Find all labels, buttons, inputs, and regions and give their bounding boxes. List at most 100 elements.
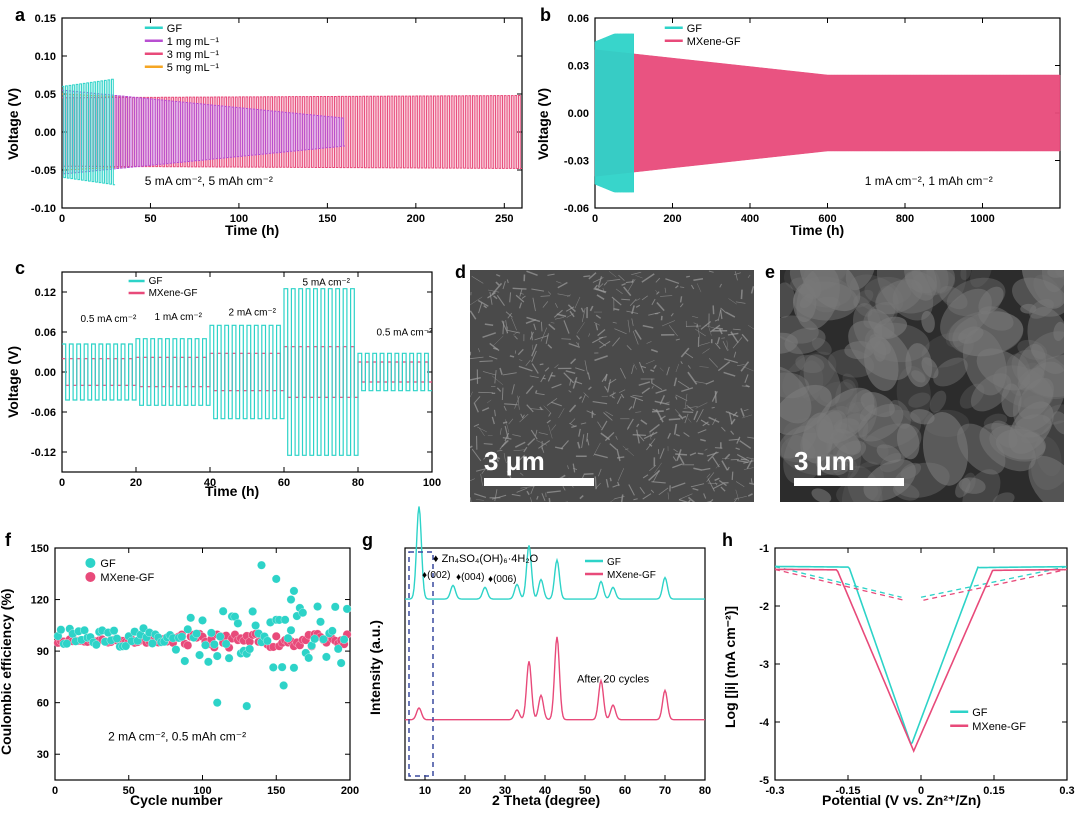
svg-text:-4: -4 xyxy=(759,717,770,729)
svg-text:0.15: 0.15 xyxy=(983,785,1004,797)
panel-g-label: g xyxy=(362,530,373,551)
svg-text:1 mA cm⁻²: 1 mA cm⁻² xyxy=(155,312,203,323)
svg-text:3 mg mL⁻¹: 3 mg mL⁻¹ xyxy=(167,49,220,61)
svg-text:0: 0 xyxy=(52,785,58,797)
svg-text:1 mA cm⁻², 1 mAh cm⁻²: 1 mA cm⁻², 1 mAh cm⁻² xyxy=(865,174,993,188)
svg-text:-0.05: -0.05 xyxy=(31,165,56,177)
svg-text:20: 20 xyxy=(459,785,471,797)
svg-text:80: 80 xyxy=(699,785,711,797)
panel-c-label: c xyxy=(15,258,25,279)
panel-d-label: d xyxy=(455,262,466,283)
panel-h-svg: -0.3-0.1500.150.3-5-4-3-2-1GFMXene-GF xyxy=(775,548,1069,782)
panel-a-ylabel: Voltage (V) xyxy=(5,88,21,160)
panel-f-label: f xyxy=(5,530,11,551)
panel-g-xlabel: 2 Theta (degree) xyxy=(492,792,600,808)
svg-text:30: 30 xyxy=(37,749,49,761)
panel-c-xlabel: Time (h) xyxy=(205,483,259,499)
svg-text:10: 10 xyxy=(419,785,431,797)
panel-b-label: b xyxy=(540,5,551,26)
svg-text:♦(002): ♦(002) xyxy=(422,570,450,581)
panel-h: h -0.3-0.1500.150.3-5-4-3-2-1GFMXene-GF … xyxy=(722,530,1077,820)
panel-e-label: e xyxy=(765,262,775,283)
svg-text:5 mg mL⁻¹: 5 mg mL⁻¹ xyxy=(167,62,220,74)
panel-e: e 3 μm xyxy=(765,262,1065,502)
svg-text:150: 150 xyxy=(267,785,285,797)
panel-a-xlabel: Time (h) xyxy=(225,222,279,238)
svg-text:60: 60 xyxy=(278,477,290,489)
panel-h-ylabel: Log [|i| (mA cm⁻²)] xyxy=(722,606,739,728)
panel-a-label: a xyxy=(15,5,25,26)
panel-g-svg: 1020304050607080♦ Zn₄SO₄(OH)₆·4H₂O♦(002)… xyxy=(405,548,707,782)
svg-text:200: 200 xyxy=(407,213,425,225)
svg-text:800: 800 xyxy=(896,213,914,225)
panel-f-svg: 050100150200306090120150GFMXene-GF2 mA c… xyxy=(55,548,352,782)
svg-text:70: 70 xyxy=(659,785,671,797)
panel-e-sem: 3 μm xyxy=(780,270,1064,502)
svg-text:MXene-GF: MXene-GF xyxy=(607,570,656,581)
svg-text:GF: GF xyxy=(149,276,163,287)
svg-text:0.12: 0.12 xyxy=(35,287,56,299)
svg-text:150: 150 xyxy=(31,543,49,555)
panel-c: c 020406080100-0.12-0.060.000.060.120.5 … xyxy=(15,258,445,508)
svg-text:-5: -5 xyxy=(759,775,769,787)
svg-text:60: 60 xyxy=(619,785,631,797)
panel-d: d 3 μm xyxy=(455,262,755,502)
svg-text:0.5 mA cm⁻²: 0.5 mA cm⁻² xyxy=(377,327,434,338)
svg-text:MXene-GF: MXene-GF xyxy=(972,721,1026,733)
svg-text:200: 200 xyxy=(663,213,681,225)
svg-text:-1: -1 xyxy=(759,543,769,555)
svg-text:200: 200 xyxy=(341,785,359,797)
svg-text:MXene-GF: MXene-GF xyxy=(100,572,154,584)
svg-text:150: 150 xyxy=(318,213,336,225)
svg-text:5 mA cm⁻², 5 mAh cm⁻²: 5 mA cm⁻², 5 mAh cm⁻² xyxy=(145,174,273,188)
svg-text:GF: GF xyxy=(607,557,621,568)
svg-text:GF: GF xyxy=(100,558,116,570)
svg-text:0.5 mA cm⁻²: 0.5 mA cm⁻² xyxy=(81,314,138,325)
svg-text:250: 250 xyxy=(495,213,513,225)
svg-text:0: 0 xyxy=(59,213,65,225)
panel-h-xlabel: Potential (V vs. Zn²⁺/Zn) xyxy=(822,792,981,809)
svg-text:0.3: 0.3 xyxy=(1059,785,1074,797)
panel-g: g 1020304050607080♦ Zn₄SO₄(OH)₆·4H₂O♦(00… xyxy=(362,530,717,820)
svg-text:GF: GF xyxy=(687,23,703,35)
svg-text:0: 0 xyxy=(59,477,65,489)
svg-text:5 mA cm⁻²: 5 mA cm⁻² xyxy=(303,277,351,288)
svg-text:50: 50 xyxy=(144,213,156,225)
svg-text:0.10: 0.10 xyxy=(35,51,56,63)
svg-text:♦(004): ♦(004) xyxy=(456,572,484,583)
panel-h-label: h xyxy=(722,530,733,551)
svg-text:20: 20 xyxy=(130,477,142,489)
svg-text:♦ Zn₄SO₄(OH)₆·4H₂O: ♦ Zn₄SO₄(OH)₆·4H₂O xyxy=(433,553,539,565)
svg-text:-0.06: -0.06 xyxy=(564,203,589,215)
svg-text:2 mA cm⁻²: 2 mA cm⁻² xyxy=(229,307,277,318)
svg-text:60: 60 xyxy=(37,698,49,710)
svg-text:1 mg mL⁻¹: 1 mg mL⁻¹ xyxy=(167,36,220,48)
panel-b-ylabel: Voltage (V) xyxy=(535,88,551,160)
svg-text:0: 0 xyxy=(592,213,598,225)
svg-text:After 20 cycles: After 20 cycles xyxy=(577,674,650,686)
svg-text:-3: -3 xyxy=(759,659,769,671)
panel-b-svg: 02004006008001000-0.06-0.030.000.030.06G… xyxy=(595,18,1062,215)
svg-text:80: 80 xyxy=(352,477,364,489)
svg-text:-0.10: -0.10 xyxy=(31,203,56,215)
panel-f: f 050100150200306090120150GFMXene-GF2 mA… xyxy=(0,530,355,820)
panel-b-xlabel: Time (h) xyxy=(790,222,844,238)
svg-text:-0.03: -0.03 xyxy=(564,156,589,168)
svg-text:3 μm: 3 μm xyxy=(794,446,855,476)
panel-d-sem: 3 μm xyxy=(470,270,754,502)
panel-a-svg: 050100150200250-0.10-0.050.000.050.100.1… xyxy=(62,18,524,215)
panel-b: b 02004006008001000-0.06-0.030.000.030.0… xyxy=(540,5,1070,240)
svg-text:0.00: 0.00 xyxy=(35,367,56,379)
panel-a: a 050100150200250-0.10-0.050.000.050.100… xyxy=(15,5,535,240)
svg-text:MXene-GF: MXene-GF xyxy=(149,288,198,299)
svg-text:0.15: 0.15 xyxy=(35,13,56,25)
panel-g-ylabel: Intensity (a.u.) xyxy=(367,620,383,715)
svg-text:0.06: 0.06 xyxy=(35,327,56,339)
svg-text:120: 120 xyxy=(31,595,49,607)
svg-text:-0.12: -0.12 xyxy=(31,447,56,459)
svg-text:3 μm: 3 μm xyxy=(484,446,545,476)
svg-text:MXene-GF: MXene-GF xyxy=(687,36,741,48)
svg-text:100: 100 xyxy=(423,477,441,489)
svg-text:GF: GF xyxy=(972,707,988,719)
svg-text:-0.06: -0.06 xyxy=(31,407,56,419)
